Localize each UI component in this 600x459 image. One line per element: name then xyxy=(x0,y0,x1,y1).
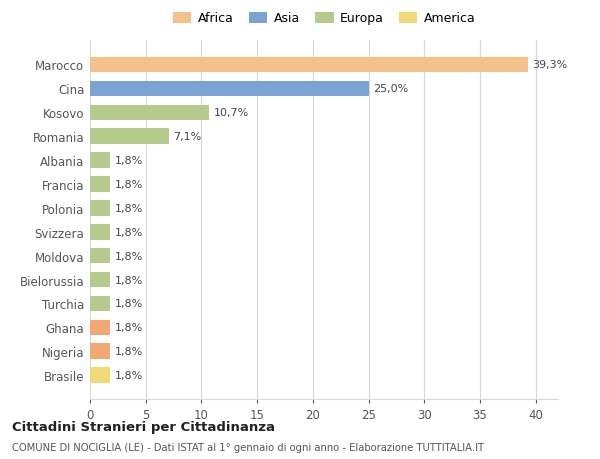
Bar xyxy=(90,105,209,121)
Text: 1,8%: 1,8% xyxy=(115,251,143,261)
Text: 25,0%: 25,0% xyxy=(373,84,408,94)
Bar xyxy=(90,344,110,359)
Bar xyxy=(90,224,110,240)
Text: 1,8%: 1,8% xyxy=(115,203,143,213)
Text: 1,8%: 1,8% xyxy=(115,156,143,166)
Text: 1,8%: 1,8% xyxy=(115,299,143,309)
Bar xyxy=(90,320,110,336)
Bar xyxy=(90,248,110,264)
Text: 1,8%: 1,8% xyxy=(115,179,143,190)
Text: 1,8%: 1,8% xyxy=(115,370,143,381)
Text: 1,8%: 1,8% xyxy=(115,227,143,237)
Text: 39,3%: 39,3% xyxy=(532,60,568,70)
Text: COMUNE DI NOCIGLIA (LE) - Dati ISTAT al 1° gennaio di ogni anno - Elaborazione T: COMUNE DI NOCIGLIA (LE) - Dati ISTAT al … xyxy=(12,442,484,452)
Bar xyxy=(90,296,110,312)
Text: 7,1%: 7,1% xyxy=(173,132,202,142)
Bar xyxy=(90,368,110,383)
Bar xyxy=(90,57,528,73)
Bar xyxy=(90,177,110,192)
Text: 1,8%: 1,8% xyxy=(115,323,143,333)
Bar xyxy=(90,153,110,168)
Bar xyxy=(90,272,110,288)
Text: 1,8%: 1,8% xyxy=(115,275,143,285)
Text: 10,7%: 10,7% xyxy=(214,108,249,118)
Legend: Africa, Asia, Europa, America: Africa, Asia, Europa, America xyxy=(170,10,478,28)
Bar xyxy=(90,201,110,216)
Bar xyxy=(90,81,368,97)
Bar xyxy=(90,129,169,145)
Text: Cittadini Stranieri per Cittadinanza: Cittadini Stranieri per Cittadinanza xyxy=(12,420,275,433)
Text: 1,8%: 1,8% xyxy=(115,347,143,357)
